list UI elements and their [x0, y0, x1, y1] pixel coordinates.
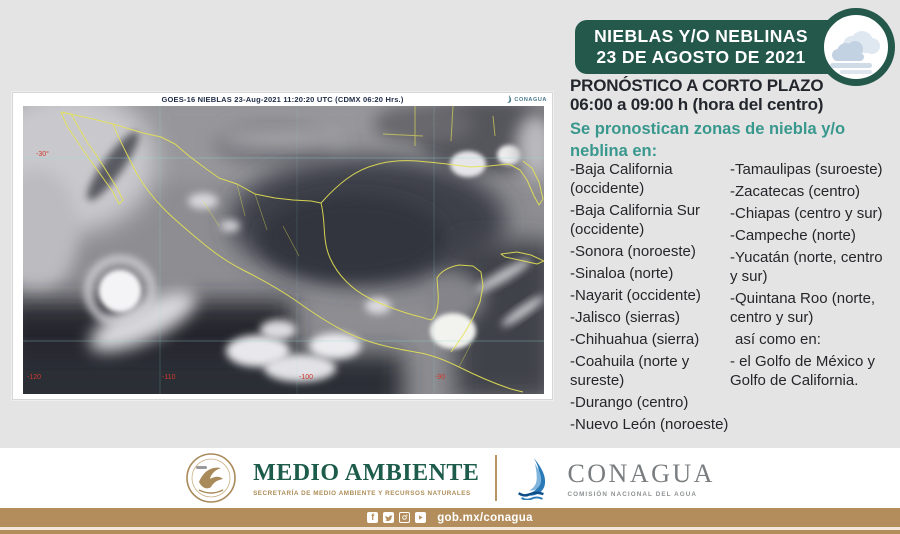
regions-columns: -Baja California (occidente) -Baja Califo…: [570, 160, 886, 437]
svg-text:-120: -120: [27, 374, 41, 381]
region-item: -Jalisco (sierras): [570, 309, 681, 326]
forecast-line1: PRONÓSTICO A CORTO PLAZO: [570, 76, 824, 95]
facebook-icon[interactable]: f: [367, 512, 379, 523]
goes16-satellite-image: -30° -120 -110 -100 -90: [23, 106, 544, 394]
region-item: -Quintana Roo (norte, centro y sur): [730, 290, 876, 326]
region-item: -Yucatán (norte, centro y sur): [730, 249, 883, 285]
twitter-icon[interactable]: [383, 512, 395, 523]
region-item: -Chihuahua (sierra): [570, 331, 700, 348]
region-item: -Sinaloa (norte): [570, 265, 674, 282]
svg-text:-30°: -30°: [36, 150, 49, 158]
gobmx-link[interactable]: gob.mx/conagua: [437, 511, 533, 524]
forecast-line2: 06:00 a 09:00 h (hora del centro): [570, 94, 824, 114]
graticule-lines: [23, 106, 544, 394]
svg-text:-110: -110: [162, 374, 176, 381]
region-item: -Nuevo León (noroeste): [570, 416, 729, 433]
region-item: -Baja California (occidente): [570, 161, 673, 197]
regions-column-left: -Baja California (occidente) -Baja Califo…: [570, 160, 730, 437]
footer-logos-band: MEDIO AMBIENTE SECRETARÍA DE MEDIO AMBIE…: [0, 448, 900, 508]
bulletin-title: NIEBLAS Y/O NEBLINAS: [594, 26, 808, 46]
svg-text:-90: -90: [435, 374, 445, 381]
social-bar: f gob.mx/conagua: [0, 508, 900, 527]
satellite-map: -30° -120 -110 -100 -90: [23, 106, 544, 394]
bulletin-date: 23 DE AGOSTO DE 2021: [596, 47, 806, 67]
region-item: - el Golfo de México y Golfo de Californ…: [730, 353, 876, 389]
region-item: -Zacatecas (centro): [730, 183, 861, 200]
satellite-image-title: GOES-16 NIEBLAS 23-Aug-2021 11:20:20 UTC…: [161, 95, 404, 104]
conagua-lockup: CONAGUA COMISIÓN NACIONAL DEL AGUA: [567, 459, 715, 498]
region-item: -Campeche (norte): [730, 227, 856, 244]
footer-bottom-strip: [0, 530, 900, 534]
region-item: -Baja California Sur (occidente): [570, 202, 701, 238]
graticule-labels: -30° -120 -110 -100 -90: [27, 150, 445, 381]
footer-separator: [0, 527, 900, 530]
semarnat-title: MEDIO AMBIENTE: [253, 459, 480, 486]
conagua-subtitle: COMISIÓN NACIONAL DEL AGUA: [567, 490, 698, 498]
footer-divider: [495, 455, 498, 501]
cloud-badge: [817, 8, 895, 86]
regions-column-right: -Tamaulipas (suroeste) -Zacatecas (centro…: [730, 160, 886, 437]
svg-text:-100: -100: [299, 374, 313, 381]
region-item: -Tamaulipas (suroeste): [730, 161, 883, 178]
dash-mark: [196, 466, 207, 469]
conagua-watermark: CONAGUA: [505, 95, 547, 104]
region-item: -Durango (centro): [570, 394, 689, 411]
semarnat-lockup: MEDIO AMBIENTE SECRETARÍA DE MEDIO AMBIE…: [253, 460, 479, 497]
region-item: -Sonora (noroeste): [570, 243, 696, 260]
region-item: -Nayarit (occidente): [570, 287, 701, 304]
conagua-logo-icon: [518, 458, 546, 500]
region-item: -Coahuila (norte y sureste): [570, 353, 690, 389]
region-item: así como en:: [735, 331, 821, 348]
forecast-intro: Se pronostican zonas de niebla y/o nebli…: [570, 120, 846, 160]
forecast-heading: PRONÓSTICO A CORTO PLAZO 06:00 a 09:00 h…: [570, 76, 890, 114]
bulletin-title-banner: NIEBLAS Y/O NEBLINAS 23 DE AGOSTO DE 202…: [575, 20, 853, 74]
map-borders: [60, 106, 544, 393]
semarnat-subtitle: SECRETARÍA DE MEDIO AMBIENTE Y RECURSOS …: [253, 489, 471, 497]
region-item: -Chiapas (centro y sur): [730, 205, 883, 222]
conagua-drop-icon: [507, 95, 512, 103]
conagua-title: CONAGUA: [567, 458, 715, 488]
mexico-eagle-emblem-icon: [186, 453, 236, 503]
youtube-icon[interactable]: [415, 512, 427, 523]
instagram-icon[interactable]: [399, 512, 411, 523]
satellite-card: GOES-16 NIEBLAS 23-Aug-2021 11:20:20 UTC…: [12, 92, 553, 400]
cloud-icon: [830, 31, 880, 74]
